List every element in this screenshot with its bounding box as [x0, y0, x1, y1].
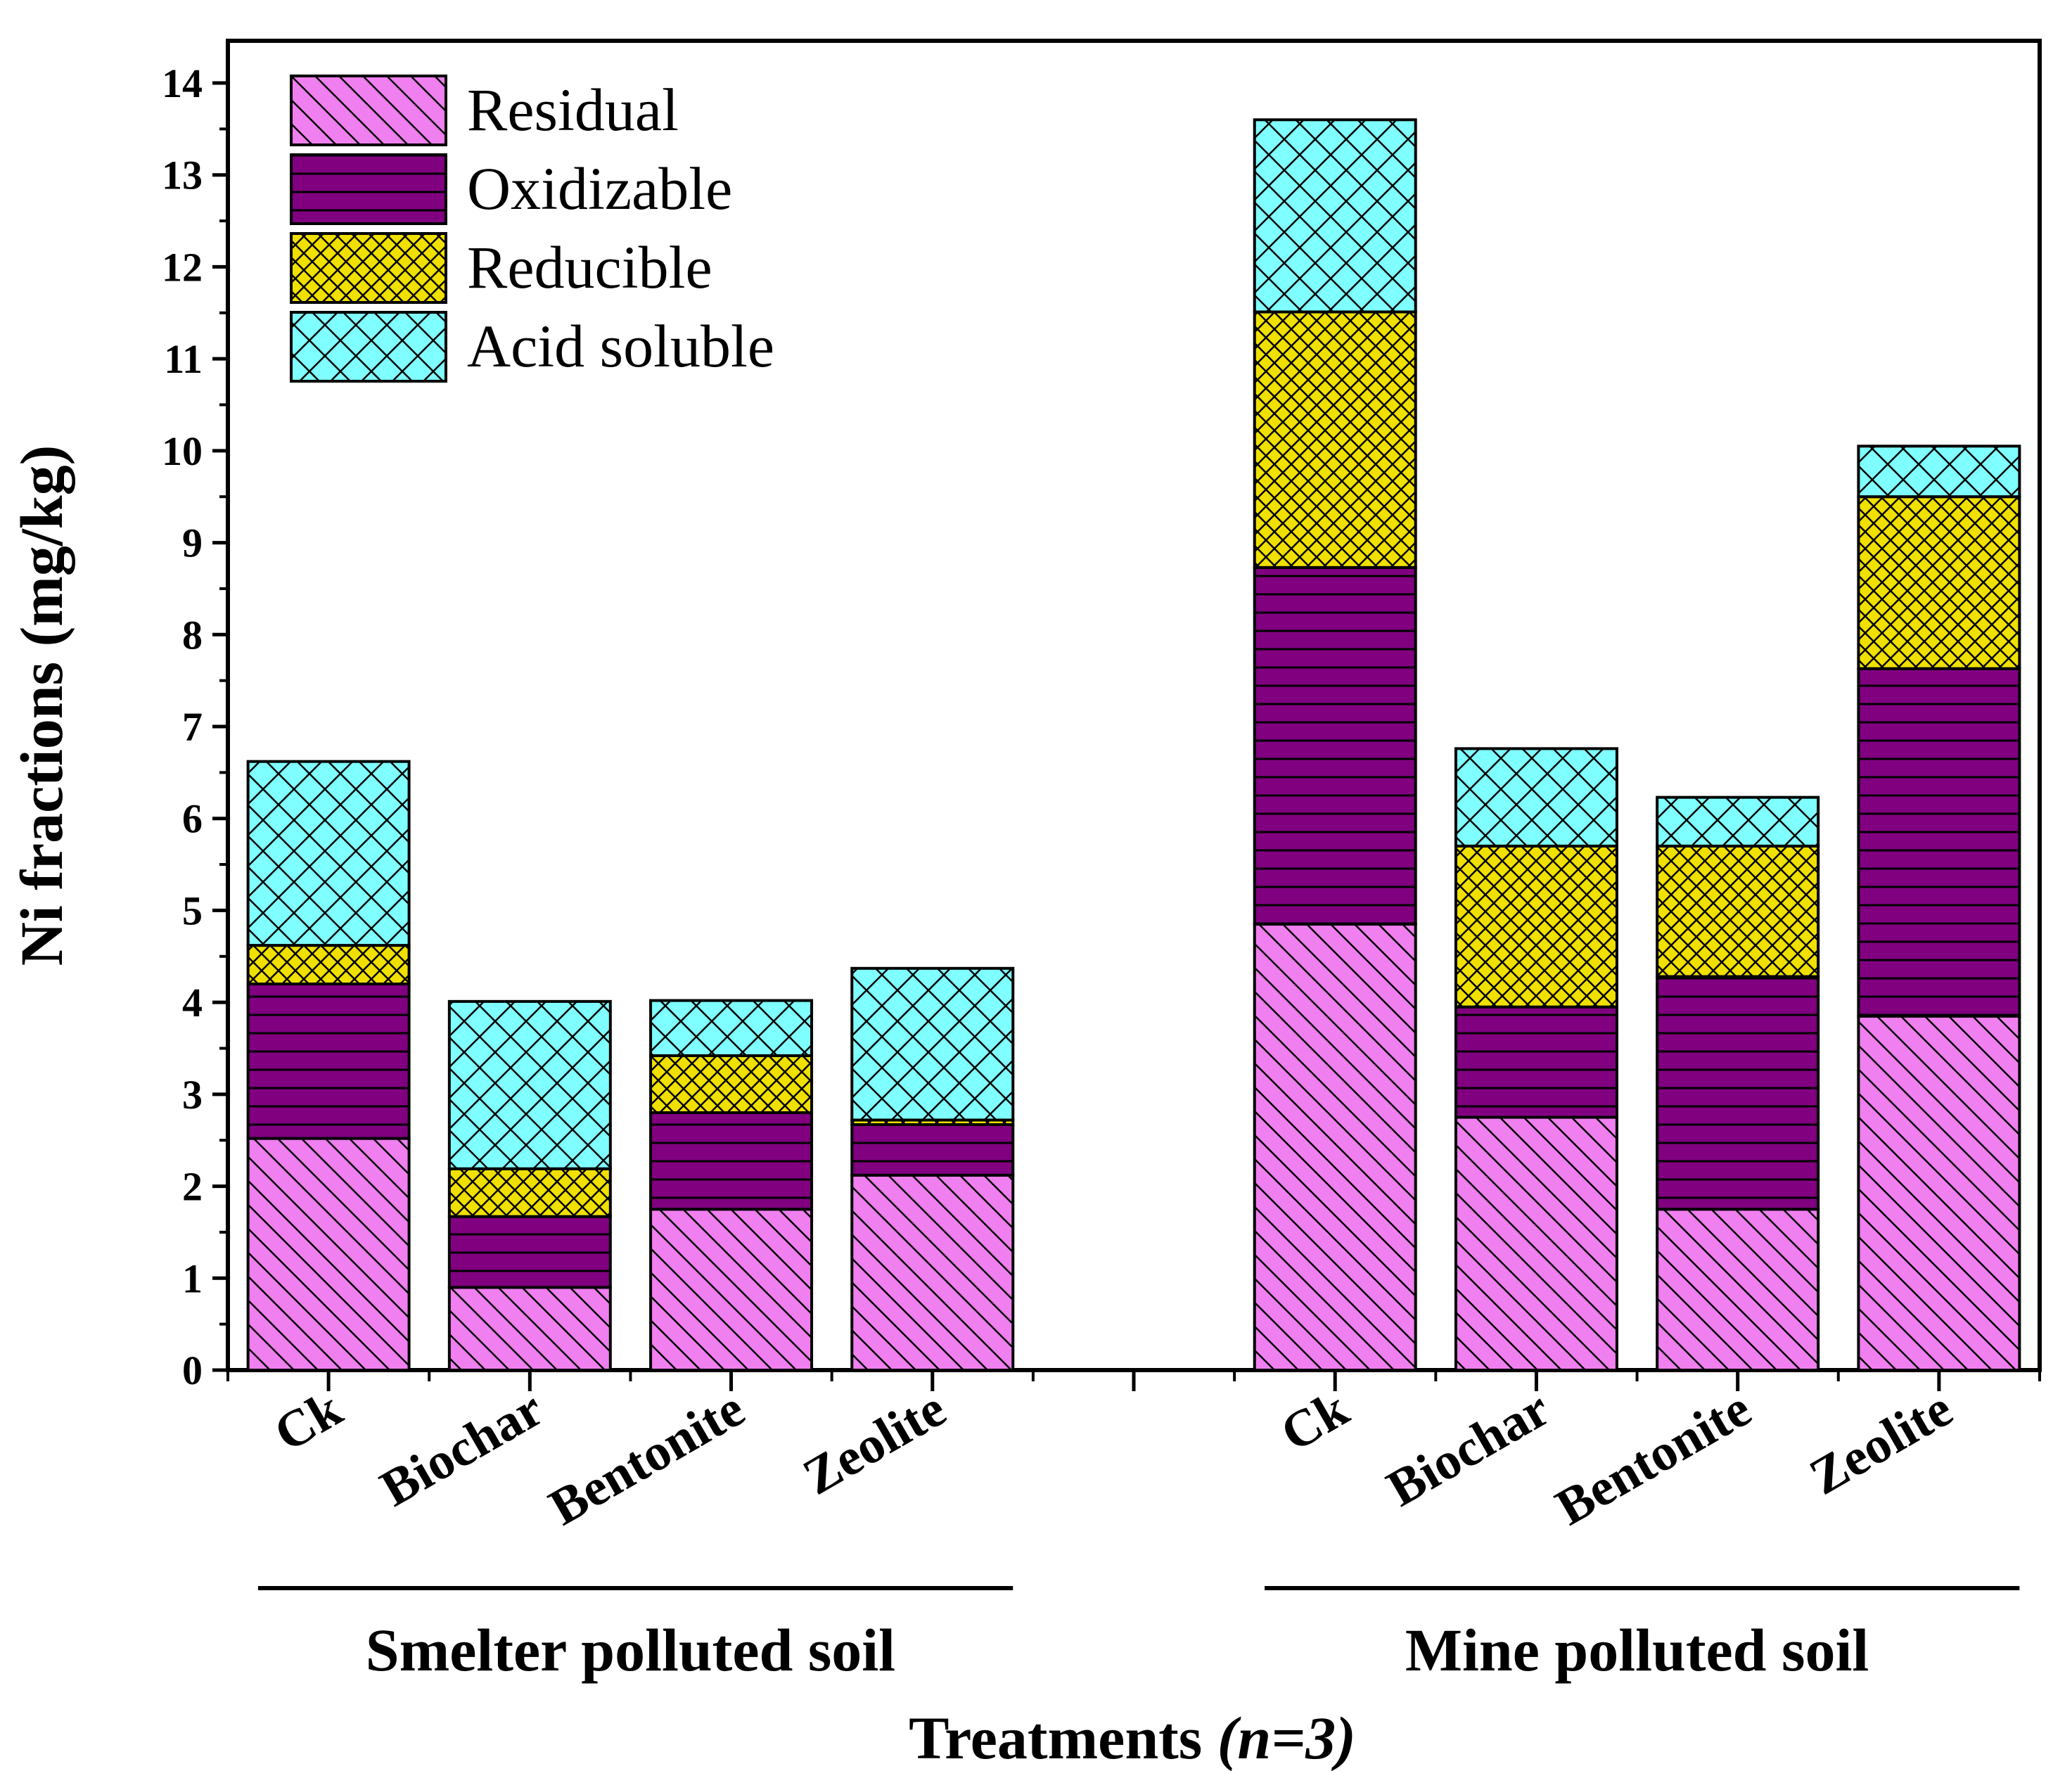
x-tick-label: Ck	[265, 1379, 352, 1463]
legend-swatch	[290, 311, 447, 383]
legend: Residual Oxidizable Reducible Acid soluble	[290, 75, 774, 383]
legend-label: Oxidizable	[467, 155, 732, 222]
legend-label: Acid soluble	[467, 312, 774, 380]
y-tick-label: 1	[182, 1255, 203, 1301]
bar-segment-reducible	[1253, 310, 1417, 569]
x-axis-title: Treatments (n=3)	[909, 1704, 1356, 1771]
bar-segment-oxidizable	[246, 983, 411, 1140]
bar-segment-acid-soluble	[447, 999, 612, 1170]
x-tick-label: Bentonite	[1547, 1380, 1760, 1537]
bar-segment-oxidizable	[850, 1123, 1015, 1177]
bar-segment-acid-soluble	[1454, 747, 1618, 848]
bar-segment-acid-soluble	[850, 966, 1015, 1122]
x-tick-label: Biochar	[371, 1380, 553, 1518]
legend-swatch	[290, 153, 447, 225]
legend-swatch	[290, 232, 447, 304]
bars-layer	[246, 118, 2021, 1372]
y-tick-label: 6	[182, 796, 203, 842]
bar-segment-residual	[447, 1286, 612, 1372]
bar-segment-reducible	[1656, 844, 1820, 978]
bar-segment-residual	[1857, 1014, 2021, 1372]
bar-segment-oxidizable	[1857, 667, 2021, 1018]
x-tick-label: Zeolite	[1801, 1380, 1962, 1507]
bar-segment-acid-soluble	[246, 760, 411, 947]
bar-segment-reducible	[1454, 844, 1618, 1009]
y-tick-label: 3	[182, 1072, 203, 1118]
bar-segment-oxidizable	[447, 1215, 612, 1289]
bar-segment-oxidizable	[649, 1111, 814, 1211]
y-tick-label: 10	[162, 428, 203, 474]
bar-segment-oxidizable	[1454, 1005, 1618, 1119]
x-tick-label: Biochar	[1378, 1380, 1559, 1518]
y-tick-label: 4	[182, 980, 203, 1025]
y-tick-label: 11	[164, 336, 203, 382]
x-tick-label: Ck	[1272, 1379, 1359, 1463]
y-tick-label: 14	[162, 60, 203, 106]
bar-segment-reducible	[1857, 495, 2021, 670]
bar-segment-acid-soluble	[649, 999, 814, 1057]
group-labels: Smelter polluted soil Mine polluted soil	[257, 1586, 2020, 1684]
x-axis-title-main: Treatments	[909, 1704, 1217, 1771]
bar-segment-residual	[1253, 923, 1417, 1372]
y-tick-label: 8	[182, 612, 203, 658]
bar-segment-reducible	[649, 1054, 814, 1115]
bar-segment-acid-soluble	[1253, 118, 1417, 314]
bar-segment-residual	[1454, 1115, 1618, 1372]
bar-segment-acid-soluble	[1857, 445, 2021, 499]
x-axis-title-italic: (n=3)	[1217, 1704, 1356, 1771]
bar-segment-oxidizable	[1253, 565, 1417, 926]
y-tick-label: 12	[162, 244, 203, 290]
legend-label: Residual	[467, 76, 679, 143]
bar-segment-acid-soluble	[1656, 795, 1820, 848]
bar-segment-residual	[246, 1137, 411, 1372]
x-tick-label: Bentonite	[540, 1380, 754, 1537]
bar-segment-oxidizable	[1656, 975, 1820, 1211]
y-tick-label: 9	[182, 520, 203, 566]
group-label: Mine polluted soil	[1405, 1616, 1869, 1684]
x-tick-label: Zeolite	[794, 1380, 956, 1507]
legend-label: Reducible	[467, 234, 712, 301]
y-tick-label: 0	[182, 1348, 203, 1393]
y-tick-label: 7	[182, 704, 203, 750]
bar-segment-reducible	[246, 944, 411, 985]
y-tick-label: 5	[182, 888, 203, 933]
bar-segment-residual	[850, 1173, 1015, 1372]
bar-segment-residual	[649, 1208, 814, 1372]
bar-segment-residual	[1656, 1208, 1820, 1372]
y-tick-label: 2	[182, 1164, 203, 1210]
y-axis-title: Ni fractions (mg/kg)	[8, 445, 75, 966]
bar-segment-reducible	[447, 1167, 612, 1218]
y-tick-label: 13	[162, 153, 203, 198]
legend-swatch	[290, 75, 447, 146]
group-label: Smelter polluted soil	[366, 1616, 895, 1684]
